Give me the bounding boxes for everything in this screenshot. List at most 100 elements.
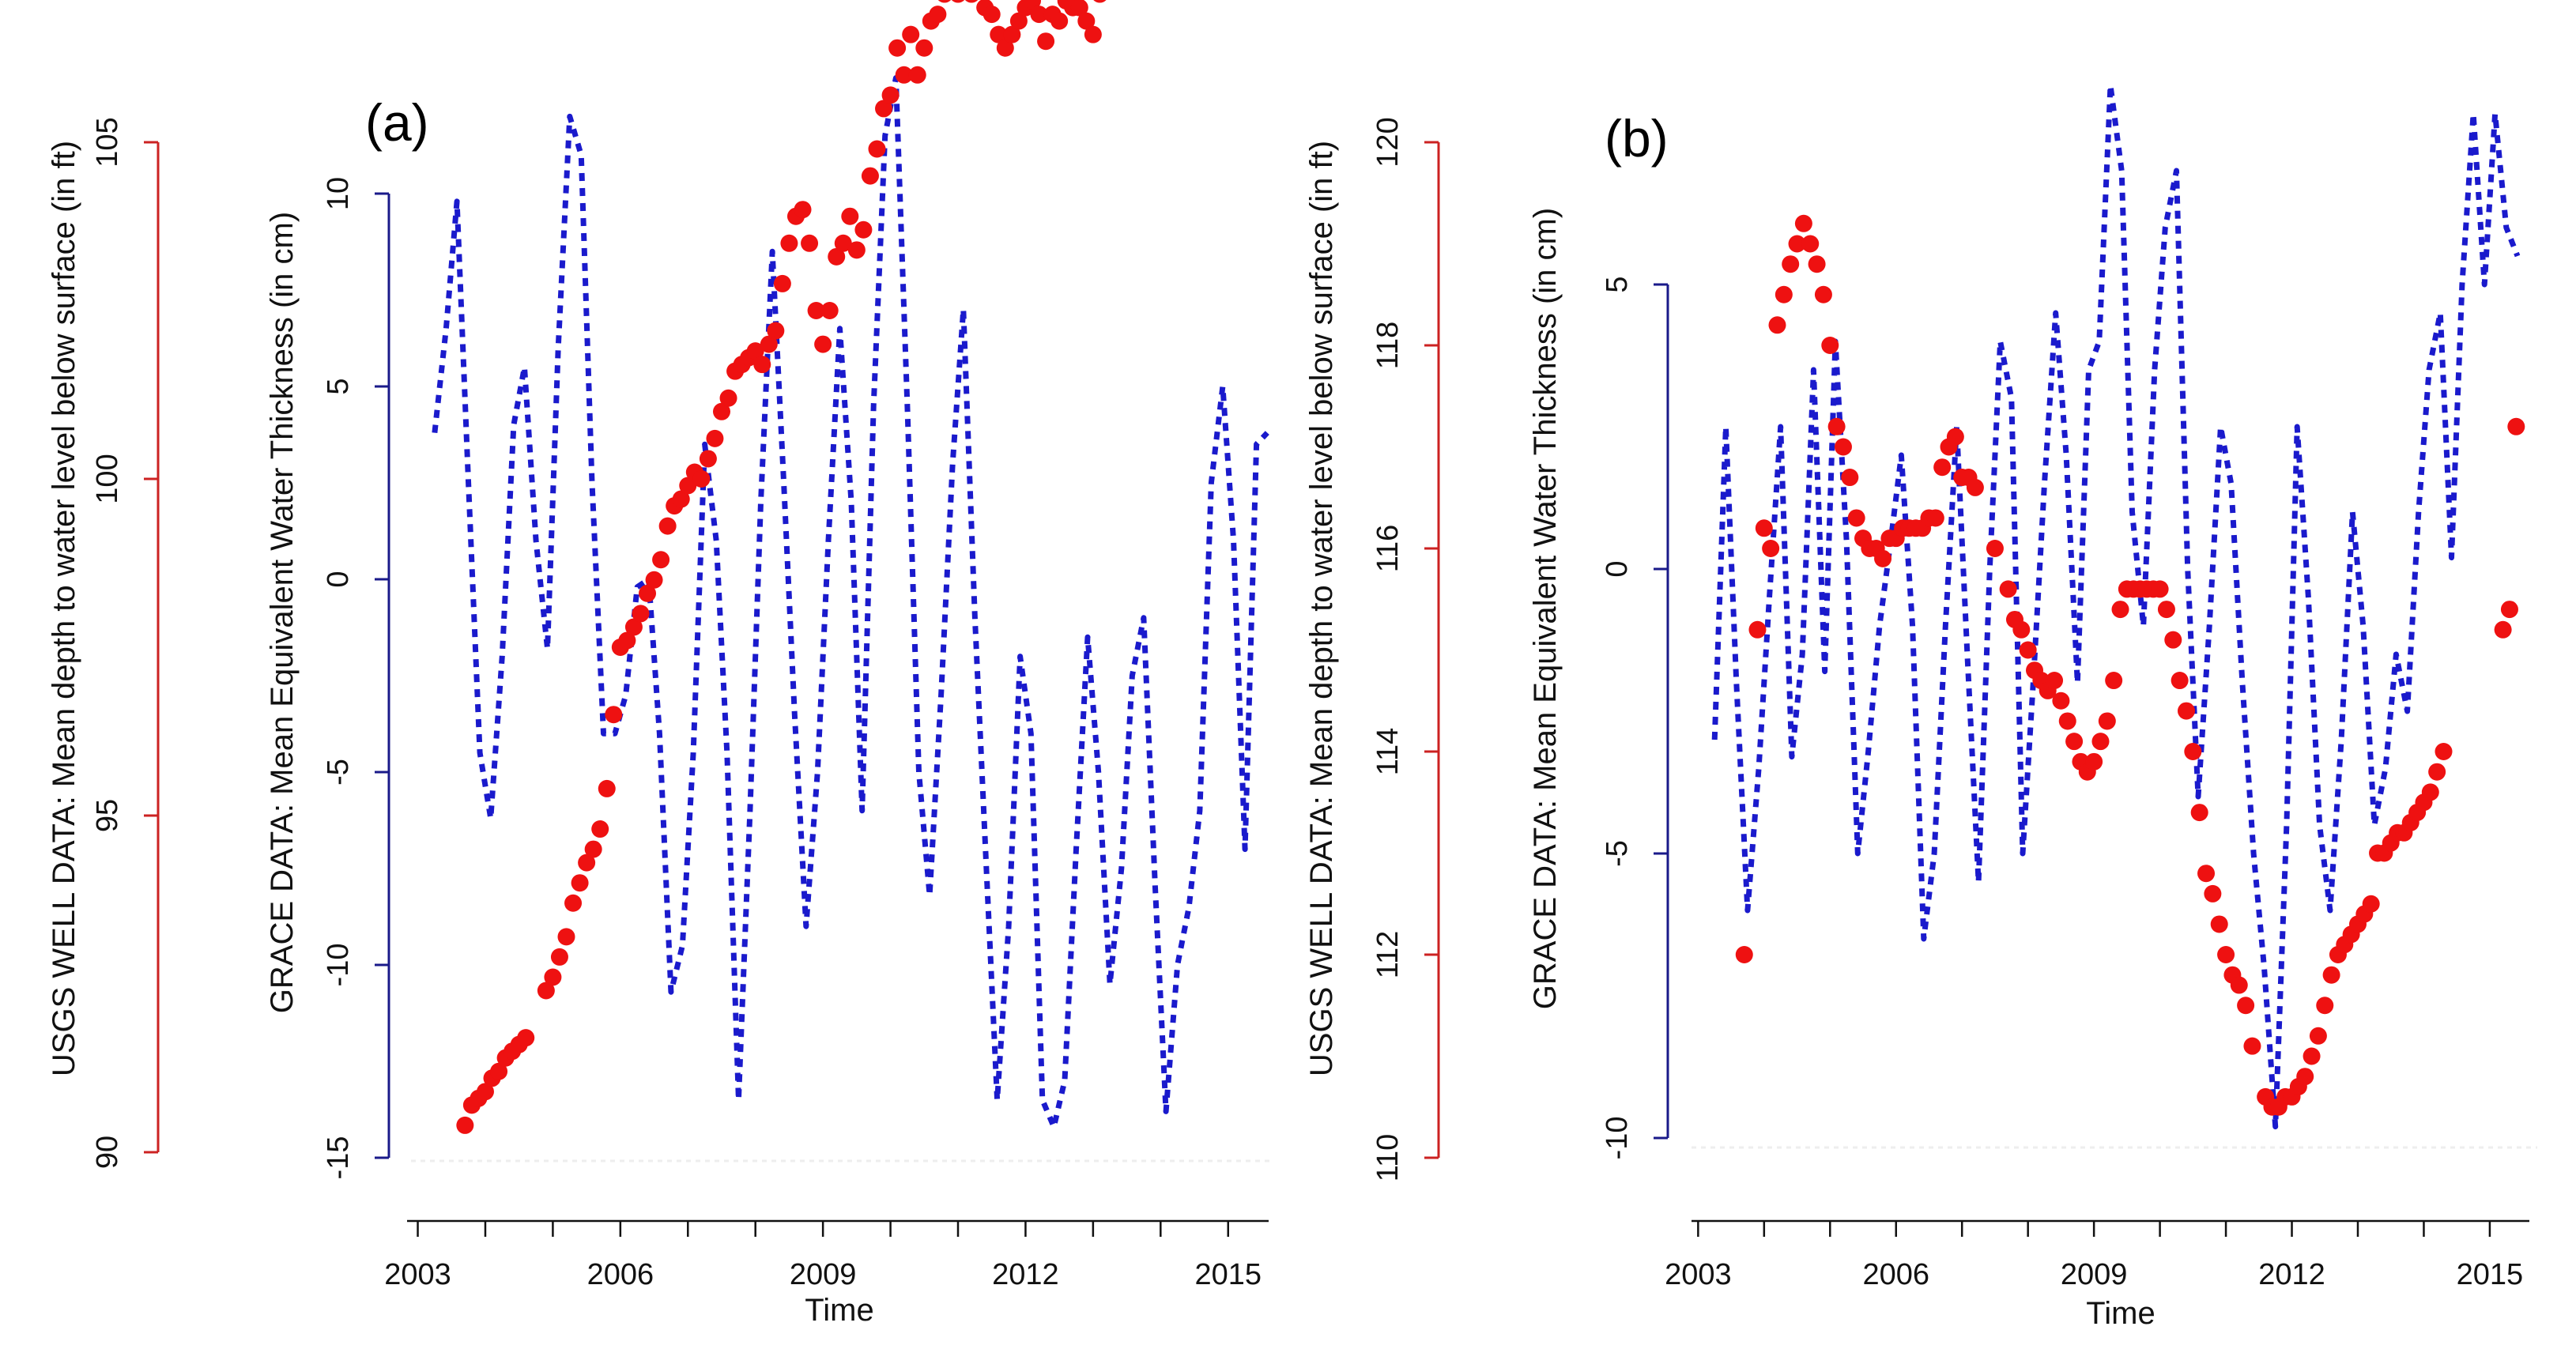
panel-b-well-point (2091, 733, 2110, 751)
panel-b-well-point (2428, 763, 2446, 781)
panel-a-well-point (476, 1083, 494, 1101)
panel-b-well-point (2190, 804, 2208, 822)
panel-b-well-point (2303, 1047, 2321, 1065)
panel-b-well-point (2177, 702, 2195, 720)
panel-a-well-point (712, 402, 730, 420)
panel-b-well-point (1933, 458, 1952, 477)
panel-b-well-point (2362, 895, 2380, 913)
panel-a-well-point (983, 6, 1001, 24)
panel-a-well-point (1084, 25, 1102, 43)
panel-a-left-axis-title: GRACE DATA: Mean Equivalent Water Thickn… (265, 212, 300, 1013)
panel-a-well-point (875, 100, 893, 118)
panel-a-well-point (780, 234, 798, 252)
panel-b-well-point (2322, 966, 2340, 984)
panel-a-well-point (490, 1062, 508, 1080)
panel-a-outer-tick-label: 105 (91, 117, 124, 167)
panel-a-well-point (1037, 32, 1055, 51)
panel-b-well-point (1814, 285, 1832, 303)
panel-a-well-point (652, 551, 670, 569)
panel-b-well-point (2210, 915, 2228, 933)
panel-a-well-point (964, 0, 979, 3)
panel-b-well-point (2098, 712, 2116, 730)
panel-b-label: (b) (1605, 109, 1669, 168)
panel-a-well-point (990, 25, 1008, 43)
panel-a-well-point (632, 605, 650, 623)
panel-b-outer-axis: 110 112 114 116 118 120 (1371, 117, 1440, 1181)
panel-a-outer-tick-label: 90 (91, 1136, 124, 1169)
panel-b-well-point (2237, 997, 2255, 1015)
panel-a-well-point (456, 1116, 474, 1134)
panel-a-well-point (888, 39, 907, 57)
panel-b-left-axis: -10 -5 0 5 (1601, 276, 1669, 1160)
panel-a-left-tick-label: -15 (322, 1136, 355, 1180)
panel-b-well-point (2309, 1027, 2327, 1045)
panel-a-well-point (1093, 0, 1107, 3)
panel-a-well-point (868, 140, 886, 158)
panel-b-well-point (1827, 417, 1846, 435)
panel-a-well-point (1077, 12, 1096, 30)
panel-b-left-tick-label: 5 (1601, 276, 1634, 292)
panel-a-well-point (834, 234, 852, 252)
panel-b-outer-tick-label: 118 (1371, 322, 1405, 370)
panel-b-well-point (2316, 997, 2334, 1015)
panel-b-well-point (2019, 641, 2037, 659)
panel-a-grace-series (432, 75, 1269, 1130)
panel-a-outer-axis: 90 95 100 105 (91, 117, 160, 1169)
panel-a-well-point (937, 0, 952, 3)
panel-a-well-point (618, 631, 636, 650)
panel-a-well-point (753, 356, 771, 374)
panel-a-well-point (578, 853, 596, 872)
panel-b-well-point (2500, 601, 2518, 619)
panel-b-well-point (1755, 519, 1773, 537)
panel-a-well-point (692, 470, 711, 488)
panel-a-well-point (591, 820, 609, 838)
panel-a-well-point (915, 39, 933, 57)
panel-b-well-point (2157, 601, 2175, 619)
panel-b-well-point (1775, 285, 1793, 303)
panel-a-well-point (828, 247, 846, 266)
panel-a-well-point (820, 302, 839, 319)
panel-a-well-point (544, 968, 562, 986)
panel-b-outer-axis-title: USGS WELL DATA: Mean depth to water leve… (1304, 141, 1339, 1076)
panel-a-time-tick-label: 2015 (1194, 1258, 1262, 1291)
panel-a-well-point (1070, 0, 1088, 17)
panel-a: (a) 90 95 100 105 -15 -10 -5 0 5 10 2003 2006 2009… (47, 0, 1273, 1328)
panel-a-well-point (1050, 12, 1069, 30)
panel-b-well-point (2058, 712, 2076, 730)
panel-a-left-axis: -15 -10 -5 0 5 10 (322, 177, 390, 1180)
panel-b-well-point (2164, 631, 2182, 649)
panel-a-well-point (571, 874, 589, 892)
panel-b-well-point (2197, 865, 2216, 883)
panel-b-outer-tick-label: 116 (1371, 525, 1405, 573)
panel-a-well-point (794, 201, 812, 219)
panel-a-well-point (996, 39, 1014, 57)
panel-b-grace-line (1711, 82, 2521, 1130)
panel-a-outer-tick-label: 95 (91, 799, 124, 832)
panel-a-well-series (456, 0, 1107, 1134)
panel-b-well-point (2494, 620, 2512, 639)
panel-b-well-point (2230, 976, 2248, 994)
panel-a-well-point (801, 234, 819, 252)
panel-a-well-point (1030, 6, 1048, 24)
panel-b-well-point (2507, 417, 2525, 435)
panel-a-well-point (746, 342, 764, 360)
panel-b-well-point (1768, 316, 1786, 334)
panel-b-well-point (2111, 601, 2129, 619)
panel-b-well-series (1735, 214, 2525, 1116)
panel-b-well-point (1841, 469, 1859, 487)
panel-b-left-tick-label: 0 (1601, 560, 1634, 577)
panel-a-well-point (517, 1029, 535, 1047)
panel-a-left-tick-label: -5 (322, 759, 355, 786)
panel-a-well-point (773, 274, 791, 292)
panel-b-well-point (1847, 509, 1865, 527)
panel-a-well-point (902, 25, 920, 43)
panel-b-well-point (1735, 946, 1753, 963)
panel-a-well-point (807, 302, 825, 319)
panel-b-outer-tick-label: 114 (1371, 728, 1405, 776)
panel-a-well-point (1009, 12, 1028, 30)
panel-a-grace-line (432, 75, 1269, 1130)
panel-b-left-tick-label: -10 (1601, 1117, 1634, 1160)
panel-b-well-point (1999, 580, 2017, 598)
panel-a-well-point (584, 840, 602, 858)
panel-b-well-point (1788, 235, 1806, 253)
